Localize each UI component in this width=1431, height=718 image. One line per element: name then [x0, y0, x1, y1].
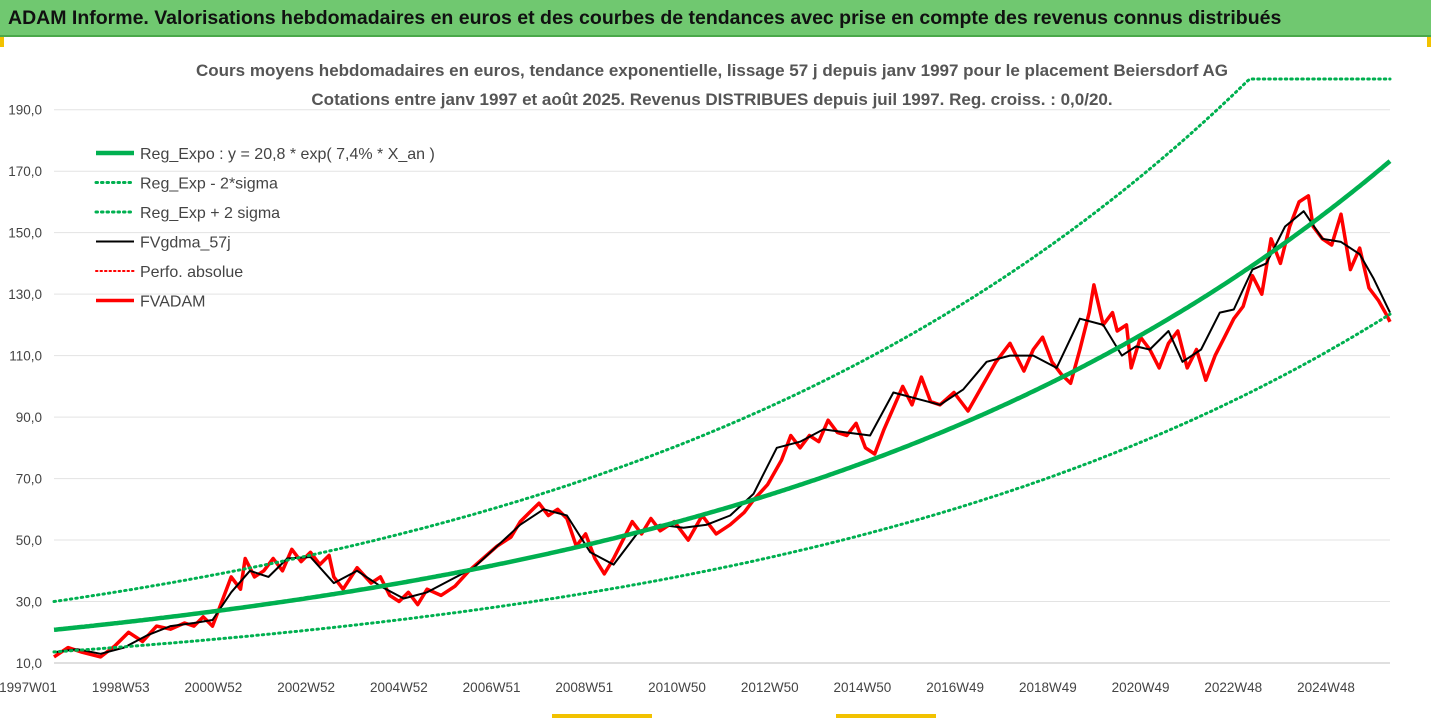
x-tick-label: 2004W52 [370, 680, 428, 695]
x-tick-label: 2018W49 [1019, 680, 1077, 695]
y-tick-label: 130,0 [8, 287, 42, 302]
x-tick-label: 2024W48 [1297, 680, 1355, 695]
corner-accent-right [1427, 37, 1431, 47]
x-tick-label: 1998W53 [92, 680, 150, 695]
y-tick-label: 170,0 [8, 164, 42, 179]
chart: 10,0 30,0 50,0 70,0 90,0 110,0 130,0 150,0 170,0… [0, 61, 1392, 695]
y-tick-label: 10,0 [16, 656, 42, 671]
chart-title-line2: Cotations entre janv 1997 et août 2025. … [311, 90, 1112, 109]
x-tick-label: 1997W01 [0, 680, 57, 695]
series-line [53, 159, 1392, 633]
gridlines [54, 109, 1390, 664]
title-banner: ADAM Informe. Valorisations hebdomadaire… [0, 0, 1431, 37]
series-line [52, 77, 1392, 603]
y-tick-label: 190,0 [8, 103, 42, 118]
legend-label: Reg_Expo : y = 20,8 * exp( 7,4% * X_an ) [140, 146, 435, 163]
x-tick-label: 2014W50 [834, 680, 892, 695]
series-line [53, 194, 1392, 659]
y-tick-label: 90,0 [16, 410, 42, 425]
corner-accent-left [0, 37, 4, 47]
series-line [53, 210, 1391, 655]
legend-label: Reg_Exp + 2 sigma [140, 205, 280, 222]
y-tick-label: 110,0 [9, 349, 42, 364]
x-tick-label: 2010W50 [648, 680, 706, 695]
x-tick-label: 2008W51 [555, 680, 613, 695]
legend-label: FVgdma_57j [140, 235, 231, 252]
x-axis-tick-labels: 1997W01 1998W53 2000W52 2002W52 2004W52 2006W… [0, 680, 1355, 695]
y-tick-label: 70,0 [16, 472, 42, 487]
series-lines [52, 77, 1392, 659]
x-tick-label: 2006W51 [463, 680, 521, 695]
x-tick-label: 2012W50 [741, 680, 799, 695]
x-tick-label: 2022W48 [1204, 680, 1262, 695]
x-tick-label: 2020W49 [1112, 680, 1170, 695]
y-axis-tick-labels: 10,0 30,0 50,0 70,0 90,0 110,0 130,0 150,0 170,0… [8, 103, 42, 671]
x-tick-label: 2002W52 [277, 680, 335, 695]
x-tick-label: 2016W49 [926, 680, 984, 695]
legend: Reg_Expo : y = 20,8 * exp( 7,4% * X_an )… [94, 146, 435, 311]
legend-label: FVADAM [140, 294, 205, 311]
y-tick-label: 30,0 [16, 595, 42, 610]
legend-label: Perfo. absolue [140, 264, 243, 281]
bottom-accent-left [552, 714, 652, 718]
series-line [52, 312, 1392, 654]
y-tick-label: 50,0 [16, 533, 42, 548]
chart-title-line1: Cours moyens hebdomadaires en euros, ten… [196, 61, 1228, 80]
y-tick-label: 150,0 [8, 226, 42, 241]
bottom-accent-right [836, 714, 936, 718]
x-tick-label: 2000W52 [185, 680, 243, 695]
legend-label: Reg_Exp - 2*sigma [140, 176, 278, 193]
banner-title: ADAM Informe. Valorisations hebdomadaire… [8, 7, 1282, 29]
